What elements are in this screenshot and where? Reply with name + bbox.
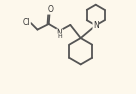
- Text: H: H: [57, 34, 62, 39]
- Text: O: O: [47, 5, 53, 14]
- Text: N: N: [57, 29, 62, 38]
- Text: Cl: Cl: [23, 18, 30, 27]
- Text: N: N: [93, 21, 99, 30]
